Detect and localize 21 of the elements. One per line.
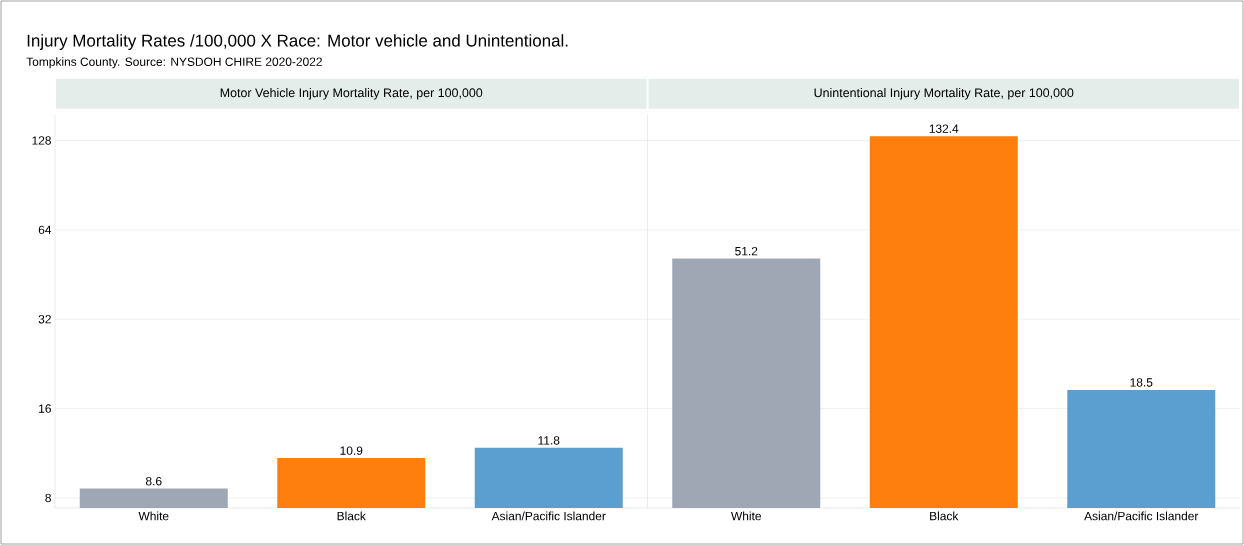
y-tick-label: 16 [39,404,51,413]
data-label: 18.5 [1130,378,1153,387]
x-tick-label: Asian/Pacific Islander [491,511,606,521]
text: Tompkins County. Source: NYSDOH CHIRE 2020-2022 [26,57,322,69]
data-label: 8.6 [145,476,162,486]
data-label: 10.9 [340,446,363,455]
x-tick-label: Asian/Pacific Islander [1084,511,1199,521]
y-tick-label: 32 [38,314,51,324]
chart-title: Motor Vehicle Injury Mortality Rate, per 100,000 [220,88,483,100]
x-tick-label: White [138,511,169,521]
data-label: 51.2 [735,246,758,256]
x-tick-label: Black [930,511,959,521]
y-tick-label: 8 [45,493,51,503]
chart-title: Unintentional Injury Mortality Rate, per 100,000 [814,88,1074,100]
x-tick-label: White [731,511,761,521]
data-label: 11.8 [538,436,560,445]
x-tick-label: Black [337,511,366,521]
data-label: 132.4 [929,124,959,133]
y-tick-label: 64 [38,225,52,235]
text: Injury Mortality Rates /100,000 X Race: Motor vehicle and Unintentional. [27,34,568,50]
y-tick-label: 128 [32,136,51,145]
